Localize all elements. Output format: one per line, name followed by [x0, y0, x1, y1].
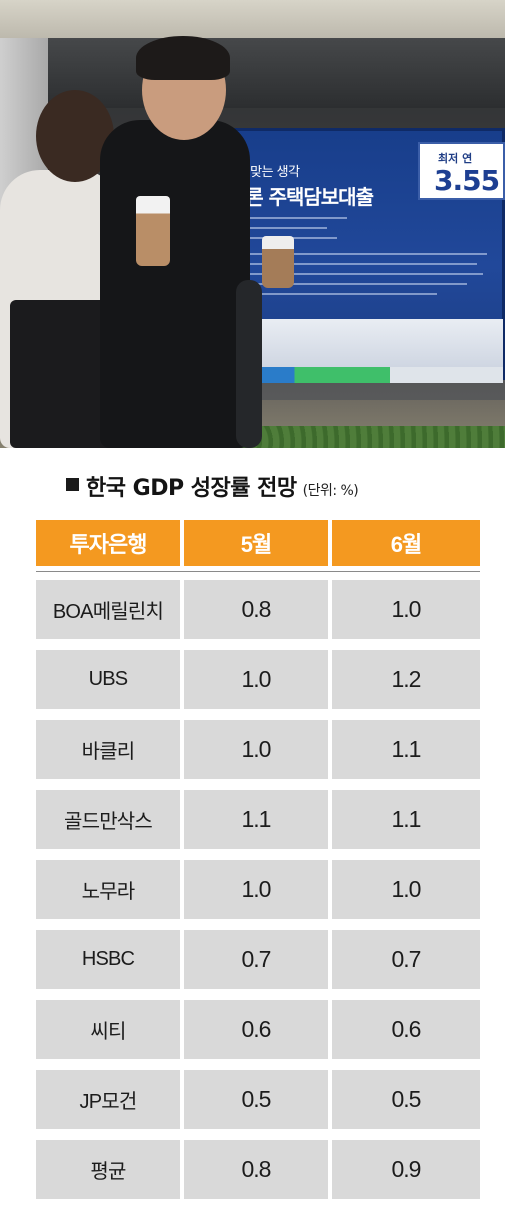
- row-june-value: 1.1: [332, 790, 480, 849]
- row-may-value: 1.0: [184, 720, 328, 779]
- billboard-text-line: [197, 263, 477, 265]
- title-bullet-square: [66, 478, 79, 491]
- row-june-value: 0.7: [332, 930, 480, 989]
- row-may-value: 0.8: [184, 1140, 328, 1199]
- coffee-cup: [136, 196, 170, 266]
- row-june-value: 1.2: [332, 650, 480, 709]
- rate-label: 최저 연: [438, 152, 473, 165]
- row-june-value: 0.5: [332, 1070, 480, 1129]
- row-bank-name: JP모건: [36, 1070, 180, 1129]
- row-bank-name: 골드만삭스: [36, 790, 180, 849]
- photo-shrubs: [230, 426, 505, 448]
- unit-note: (단위: %): [302, 483, 359, 499]
- column-header-bank: 투자은행: [36, 520, 180, 566]
- billboard-text-line: [197, 293, 437, 295]
- table-title: 한국 GDP 성장률 전망: [86, 476, 297, 501]
- row-june-value: 0.9: [332, 1140, 480, 1199]
- row-may-value: 1.0: [184, 860, 328, 919]
- column-header-may: 5월: [184, 520, 328, 566]
- billboard-text-line: [197, 217, 347, 219]
- row-bank-name: UBS: [36, 650, 180, 709]
- coffee-cup: [262, 236, 294, 288]
- row-bank-name: 바클리: [36, 720, 180, 779]
- row-may-value: 0.6: [184, 1000, 328, 1059]
- row-bank-name: HSBC: [36, 930, 180, 989]
- folded-umbrella: [236, 280, 262, 448]
- row-june-value: 1.0: [332, 860, 480, 919]
- header-divider: [36, 571, 480, 572]
- pedestrian-man-hair: [136, 36, 230, 80]
- billboard-brand-stripe: [205, 367, 503, 383]
- rate-value: 3.55: [434, 164, 500, 197]
- row-bank-name: BOA메릴린치: [36, 580, 180, 639]
- row-may-value: 1.1: [184, 790, 328, 849]
- row-june-value: 0.6: [332, 1000, 480, 1059]
- billboard-text-line: [197, 273, 483, 275]
- row-bank-name: 씨티: [36, 1000, 180, 1059]
- row-may-value: 0.5: [184, 1070, 328, 1129]
- billboard-text-line: [197, 227, 327, 229]
- row-may-value: 0.8: [184, 580, 328, 639]
- row-june-value: 1.1: [332, 720, 480, 779]
- billboard-text-line: [197, 283, 467, 285]
- row-may-value: 0.7: [184, 930, 328, 989]
- row-june-value: 1.0: [332, 580, 480, 639]
- billboard-rate-box: 최저 연 3.55: [418, 142, 505, 200]
- chart-title-row: 한국 GDP 성장률 전망 (단위: %): [66, 470, 359, 502]
- column-header-june: 6월: [332, 520, 480, 566]
- photo-sky: [0, 0, 505, 38]
- news-photo: 마련에 딱 맞는 생각 스트홈론 주택담보대출 최저 연 3.55: [0, 0, 505, 448]
- billboard-text-line: [197, 253, 487, 255]
- row-bank-name: 노무라: [36, 860, 180, 919]
- pedestrian-man-hoodie: [100, 120, 250, 448]
- row-may-value: 1.0: [184, 650, 328, 709]
- row-bank-name: 평균: [36, 1140, 180, 1199]
